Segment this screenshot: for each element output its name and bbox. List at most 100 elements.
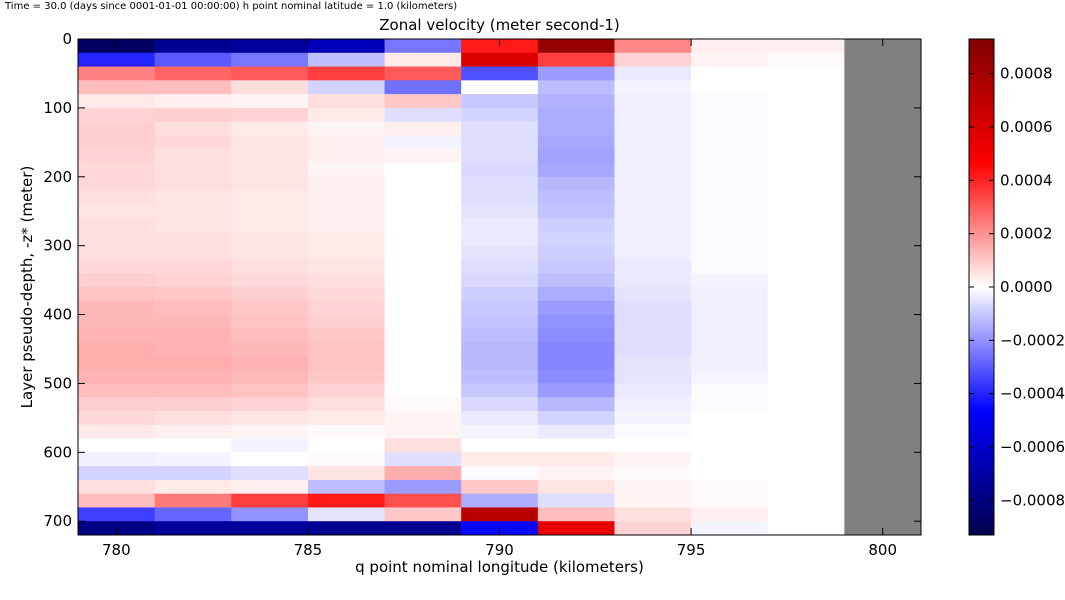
heatmap-cell — [537, 231, 615, 247]
heatmap-cell — [307, 438, 386, 453]
heatmap-cell — [154, 355, 232, 371]
heatmap-cell — [537, 369, 615, 384]
heatmap-cell — [767, 287, 845, 302]
x-tick-label: 790 — [485, 541, 514, 559]
heatmap-cell — [461, 204, 539, 219]
heatmap-cell — [231, 259, 309, 274]
heatmap-cell — [461, 411, 539, 426]
masked-cell — [844, 66, 922, 81]
heatmap-cell — [384, 424, 462, 440]
heatmap-cell — [78, 438, 156, 453]
heatmap-cell — [461, 314, 539, 329]
heatmap-cell — [384, 397, 462, 412]
heatmap-cell — [154, 39, 232, 54]
heatmap-cell — [307, 218, 386, 233]
heatmap-cell — [78, 163, 156, 178]
masked-cell — [844, 479, 922, 495]
heatmap-cell — [231, 231, 309, 247]
heatmap-cell — [461, 163, 539, 178]
heatmap-cell — [154, 314, 232, 329]
masked-cell — [844, 369, 922, 384]
masked-cell — [844, 493, 922, 508]
heatmap-cell — [614, 369, 692, 384]
heatmap-cell — [384, 493, 462, 508]
heatmap-cell — [78, 328, 156, 343]
heatmap-cell — [78, 493, 156, 508]
figure-suptitle: Time = 30.0 (days since 0001-01-01 00:00… — [5, 1, 458, 12]
heatmap-cell — [231, 521, 309, 536]
heatmap-cell — [614, 149, 692, 164]
heatmap-cell — [384, 163, 462, 178]
heatmap-cell — [537, 287, 615, 302]
heatmap-cell — [614, 300, 692, 316]
x-axis-label: q point nominal longitude (kilometers) — [355, 558, 644, 576]
heatmap-cell — [384, 259, 462, 274]
heatmap-cell — [767, 149, 845, 164]
heatmap-cell — [307, 176, 386, 192]
masked-cell — [844, 204, 922, 219]
heatmap-cell — [767, 369, 845, 384]
heatmap-cell — [307, 80, 386, 95]
heatmap-cell — [767, 493, 845, 508]
heatmap-cell — [537, 328, 615, 343]
heatmap-cell — [231, 438, 309, 453]
heatmap-cell — [691, 507, 769, 522]
y-tick-label: 400 — [43, 306, 72, 324]
heatmap-cell — [307, 231, 386, 247]
masked-cell — [844, 328, 922, 343]
heatmap-cell — [307, 121, 386, 136]
heatmap-cell — [691, 369, 769, 384]
heatmap-cell — [78, 507, 156, 522]
heatmap-cell — [614, 107, 692, 123]
heatmap-cell — [461, 493, 539, 508]
heatmap-cell — [78, 218, 156, 233]
heatmap-cell — [691, 135, 769, 150]
heatmap-cell — [691, 259, 769, 274]
heatmap-cell — [78, 273, 156, 288]
heatmap-cell — [537, 452, 615, 467]
heatmap-cell — [767, 259, 845, 274]
heatmap-cell — [231, 52, 309, 68]
heatmap-cell — [461, 355, 539, 371]
heatmap-cell — [767, 521, 845, 536]
heatmap-cell — [767, 163, 845, 178]
masked-cell — [844, 424, 922, 440]
heatmap-cell — [614, 135, 692, 150]
masked-cell — [844, 107, 922, 123]
heatmap-cell — [78, 300, 156, 316]
heatmap-cell — [231, 383, 309, 398]
heatmap-cell — [537, 121, 615, 136]
heatmap-cell — [154, 369, 232, 384]
colorbar-tick-label: 0.0004 — [1000, 171, 1053, 189]
heatmap-cell — [691, 438, 769, 453]
heatmap-cells — [78, 39, 922, 536]
heatmap-cell — [231, 121, 309, 136]
heatmap-cell — [537, 135, 615, 150]
heatmap-cell — [307, 355, 386, 371]
heatmap-cell — [231, 218, 309, 233]
heatmap-cell — [307, 287, 386, 302]
heatmap-cell — [537, 107, 615, 123]
heatmap-cell — [231, 190, 309, 205]
heatmap-cell — [537, 39, 615, 54]
heatmap-cell — [691, 52, 769, 68]
heatmap-cell — [78, 355, 156, 371]
heatmap-cell — [461, 94, 539, 109]
heatmap-cell — [614, 507, 692, 522]
heatmap-cell — [154, 94, 232, 109]
heatmap-cell — [691, 479, 769, 495]
heatmap-cell — [537, 190, 615, 205]
masked-cell — [844, 383, 922, 398]
heatmap-cell — [537, 66, 615, 81]
heatmap-cell — [691, 94, 769, 109]
heatmap-cell — [307, 135, 386, 150]
heatmap-cell — [614, 314, 692, 329]
heatmap-cell — [154, 397, 232, 412]
heatmap-cell — [767, 190, 845, 205]
heatmap-cell — [767, 438, 845, 453]
heatmap-cell — [154, 80, 232, 95]
heatmap-cell — [691, 397, 769, 412]
heatmap-cell — [307, 397, 386, 412]
heatmap-cell — [384, 107, 462, 123]
heatmap-cell — [461, 424, 539, 440]
